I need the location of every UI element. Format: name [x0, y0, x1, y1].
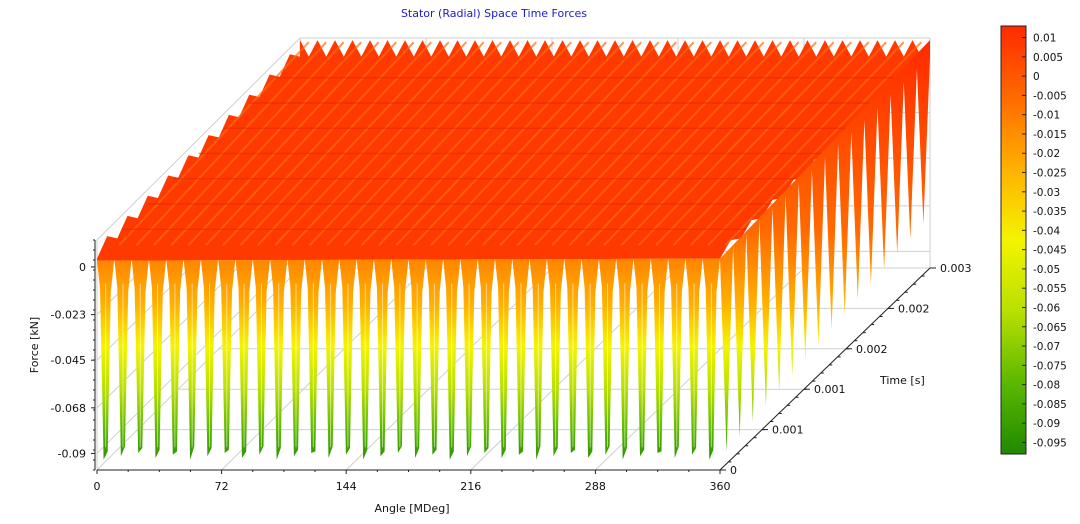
surface-ridge — [430, 41, 625, 246]
colorbar: 0.01 0.005 0 -0.005 -0.01 -0.015 -0.02 -0.025 -0… — [1000, 25, 1067, 455]
colorbar-label: -0.09 — [1033, 418, 1060, 430]
y-tick-label: 0 — [730, 464, 737, 477]
surface-ridge — [482, 41, 677, 246]
chart-title: Stator (Radial) Space Time Forces — [401, 7, 587, 20]
z-tick-label: -0.023 — [51, 309, 86, 322]
surface-ridge — [638, 41, 835, 246]
colorbar-label: 0.01 — [1033, 33, 1056, 45]
y-tick-label: 0.001 — [772, 424, 804, 437]
surface-ridge — [118, 41, 310, 246]
surface-ridge — [291, 41, 485, 246]
surface-ridge — [724, 41, 922, 246]
surface-right-face — [720, 40, 930, 452]
colorbar-label: -0.08 — [1033, 380, 1060, 392]
surface-ridge — [707, 41, 905, 246]
surface-ridge — [274, 41, 467, 246]
surface-ridge — [534, 41, 730, 246]
colorbar-bar — [1000, 25, 1027, 455]
y-axis-line — [719, 267, 931, 471]
surface-ridge — [205, 41, 397, 246]
colorbar-label: 0.005 — [1033, 52, 1063, 64]
y-tick-label: 0.003 — [940, 262, 972, 275]
surface — [97, 40, 930, 460]
x-tick-label: 216 — [460, 480, 481, 493]
colorbar-label: -0.005 — [1033, 90, 1067, 102]
surface-ridge — [464, 41, 660, 246]
x-tick-label: 288 — [585, 480, 606, 493]
surface-ridge — [360, 41, 555, 246]
surface-ridge — [326, 41, 520, 246]
colorbar-label: -0.095 — [1033, 437, 1067, 449]
surface-front-face — [97, 258, 720, 460]
colorbar-label: -0.015 — [1033, 129, 1067, 141]
surface-ridge — [135, 41, 327, 246]
colorbar-label: -0.045 — [1033, 245, 1067, 257]
surface-ridge — [378, 41, 572, 246]
colorbar-label: -0.085 — [1033, 399, 1067, 411]
surface-ridge — [257, 41, 450, 246]
surface-ridge — [395, 41, 590, 246]
surface-ridge — [603, 41, 800, 246]
surface-ridge — [412, 41, 607, 246]
y-axis-label: Time [s] — [879, 374, 925, 387]
colorbar-label: -0.02 — [1033, 148, 1060, 160]
surface-ridge — [447, 41, 642, 246]
colorbar-label: 0 — [1033, 71, 1040, 83]
colorbar-label: -0.05 — [1033, 264, 1060, 276]
z-tick-label: -0.068 — [51, 402, 86, 415]
surface-ridge — [222, 41, 415, 246]
colorbar-label: -0.03 — [1033, 187, 1060, 199]
surface-ridge — [568, 41, 765, 246]
colorbar-label: -0.07 — [1033, 341, 1060, 353]
x-tick-label: 360 — [710, 480, 731, 493]
colorbar-label: -0.06 — [1033, 302, 1060, 314]
surface-ridge — [153, 41, 345, 246]
surface-ridge — [620, 41, 817, 246]
surface-ridge — [672, 41, 870, 246]
surface-top — [97, 40, 930, 261]
colorbar-label: -0.035 — [1033, 206, 1067, 218]
surface-ridge — [343, 41, 537, 246]
z-tick-label: 0 — [79, 261, 86, 274]
grid-line — [221, 267, 427, 471]
surface-ridge — [308, 41, 502, 246]
z-tick-label: -0.045 — [51, 354, 86, 367]
y-tick-label: 0.001 — [814, 383, 846, 396]
x-axis-label: Angle [MDeg] — [374, 502, 449, 515]
surface-ridge — [516, 41, 712, 246]
y-tick-label: 0.002 — [856, 343, 888, 356]
colorbar-label: -0.04 — [1033, 225, 1060, 237]
surface-ridge — [586, 41, 782, 246]
surface-ridge — [170, 41, 362, 246]
surface-ridge — [655, 41, 852, 246]
axes: 0 72 144 216 288 360 0 -0.023 -0.045 -0.068 -0.09 0… — [51, 239, 972, 493]
colorbar-label: -0.055 — [1033, 283, 1067, 295]
colorbar-label: -0.065 — [1033, 322, 1067, 334]
grid-line — [96, 37, 301, 241]
surface-ridge — [551, 41, 747, 246]
x-tick-label: 144 — [336, 480, 357, 493]
y-tick-label: 0.002 — [898, 302, 930, 315]
surface-ridge — [689, 41, 887, 246]
colorbar-label: -0.075 — [1033, 360, 1067, 372]
surface-ridge — [187, 41, 380, 246]
surface-ridge — [499, 41, 695, 246]
z-tick-label: -0.09 — [58, 447, 86, 460]
surface-ridge — [239, 41, 432, 246]
colorbar-label: -0.01 — [1033, 110, 1060, 122]
colorbar-label: -0.025 — [1033, 168, 1067, 180]
x-tick-label: 72 — [215, 480, 229, 493]
z-axis-label: Force [kN] — [28, 317, 41, 373]
x-tick-label: 0 — [94, 480, 101, 493]
